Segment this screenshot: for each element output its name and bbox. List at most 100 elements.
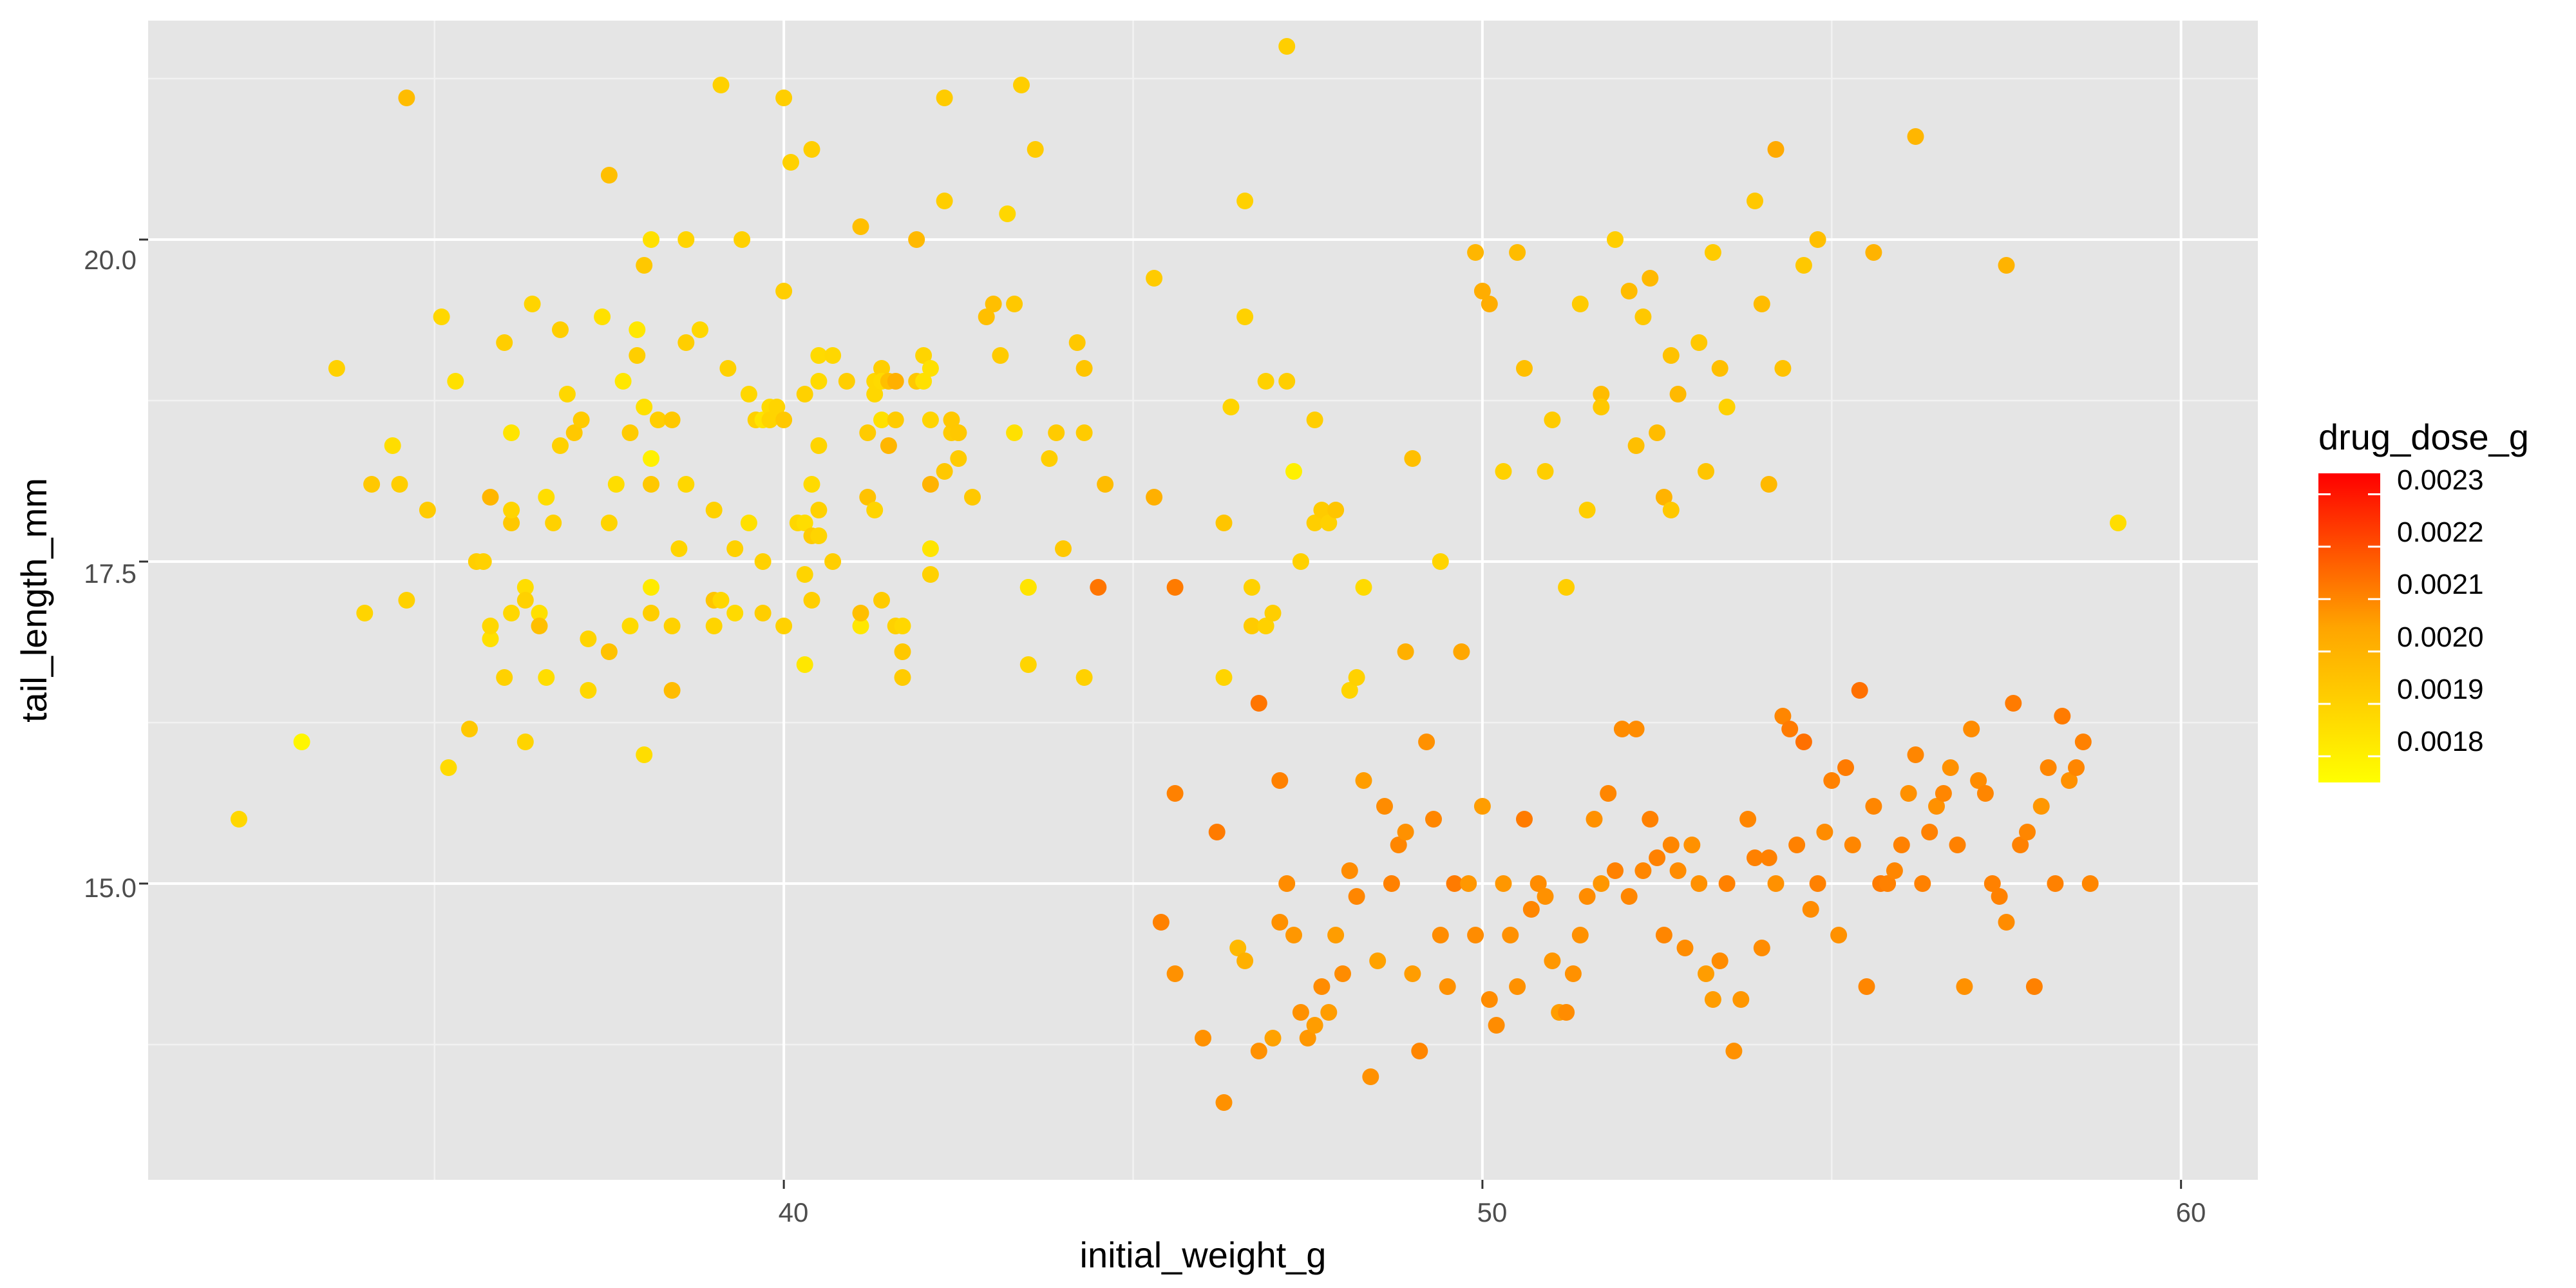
data-point	[1264, 1030, 1282, 1046]
data-point	[503, 502, 520, 518]
data-point	[1152, 914, 1170, 931]
data-point	[873, 592, 890, 609]
data-point	[558, 386, 576, 402]
data-point	[873, 360, 890, 377]
data-point	[1753, 296, 1770, 312]
data-point	[922, 540, 939, 557]
data-point	[1473, 798, 1491, 815]
data-point	[643, 450, 659, 467]
data-point	[496, 669, 513, 686]
data-point	[992, 347, 1009, 364]
data-point	[1634, 308, 1652, 325]
data-point	[1208, 824, 1226, 840]
data-point	[552, 321, 569, 338]
data-point	[1669, 386, 1687, 402]
data-point	[1655, 927, 1672, 943]
data-point	[922, 412, 939, 428]
data-point	[1495, 463, 1512, 480]
data-point	[887, 412, 904, 428]
data-point	[2068, 759, 2085, 776]
data-point	[1075, 669, 1093, 686]
data-point	[1068, 334, 1086, 351]
legend-label-0-0019: 0.0019	[2397, 674, 2484, 705]
data-point	[782, 154, 799, 171]
data-point	[915, 347, 933, 364]
data-point	[1718, 875, 1736, 892]
data-point	[1711, 952, 1728, 969]
data-point	[600, 515, 618, 531]
data-point	[1781, 721, 1799, 737]
data-point	[1704, 991, 1721, 1008]
plot-panel	[148, 21, 2258, 1180]
data-point	[1851, 682, 1868, 699]
data-point	[1383, 875, 1400, 892]
data-point	[1243, 579, 1260, 596]
data-points	[231, 38, 2126, 1111]
data-point	[1690, 334, 1708, 351]
data-point	[2054, 708, 2071, 724]
data-point	[1739, 811, 1757, 828]
data-point	[643, 231, 659, 248]
data-point	[643, 476, 659, 493]
data-point	[1306, 1017, 1323, 1034]
data-point	[796, 566, 813, 583]
data-point	[419, 502, 436, 518]
data-point	[1215, 1094, 1233, 1111]
data-point	[1747, 849, 1763, 866]
data-point	[740, 386, 757, 402]
data-point	[768, 399, 786, 415]
data-point	[1473, 283, 1491, 299]
data-point	[1963, 721, 1980, 737]
data-point	[600, 643, 618, 660]
data-point	[1257, 618, 1274, 634]
data-point	[363, 476, 381, 493]
data-point	[1620, 283, 1638, 299]
data-point	[1166, 579, 1184, 596]
data-point	[1809, 231, 1826, 248]
data-point	[2012, 837, 2029, 853]
data-point	[1236, 308, 1254, 325]
color-legend: drug_dose_g 0.0018 0.0019 0.0020 0.0021 …	[2318, 417, 2529, 782]
data-point	[1571, 296, 1589, 312]
data-point	[516, 734, 534, 750]
data-point	[1166, 785, 1184, 802]
data-point	[565, 424, 583, 441]
data-point	[1600, 785, 1617, 802]
data-point	[1886, 862, 1903, 879]
data-point	[1956, 978, 1973, 995]
data-point	[1341, 682, 1358, 699]
data-point	[614, 373, 632, 390]
data-point	[1278, 373, 1296, 390]
data-point	[1048, 424, 1065, 441]
data-point	[1516, 811, 1533, 828]
data-point	[649, 412, 667, 428]
data-point	[1669, 862, 1687, 879]
data-point	[775, 90, 793, 106]
data-point	[1558, 579, 1575, 596]
data-point	[1215, 515, 1233, 531]
data-point	[936, 463, 953, 480]
data-point	[1006, 296, 1023, 312]
data-point	[922, 360, 939, 377]
data-point	[1564, 965, 1582, 982]
data-point	[1090, 579, 1107, 596]
data-point	[1865, 798, 1882, 815]
data-point	[1683, 837, 1701, 853]
data-point	[712, 77, 730, 93]
data-point	[531, 605, 548, 621]
data-point	[1397, 643, 1414, 660]
data-point	[1698, 463, 1714, 480]
data-point	[810, 437, 828, 454]
data-point	[859, 489, 876, 506]
data-point	[1879, 875, 1897, 892]
data-point	[908, 231, 925, 248]
y-tick-label-15: 15.0	[84, 873, 137, 903]
data-point	[936, 90, 953, 106]
data-point	[643, 605, 659, 621]
data-point	[1760, 476, 1777, 493]
data-point	[1530, 875, 1547, 892]
data-point	[964, 489, 981, 506]
y-axis-ticks	[139, 238, 148, 885]
data-point	[1662, 502, 1680, 518]
data-point	[1795, 257, 1812, 274]
